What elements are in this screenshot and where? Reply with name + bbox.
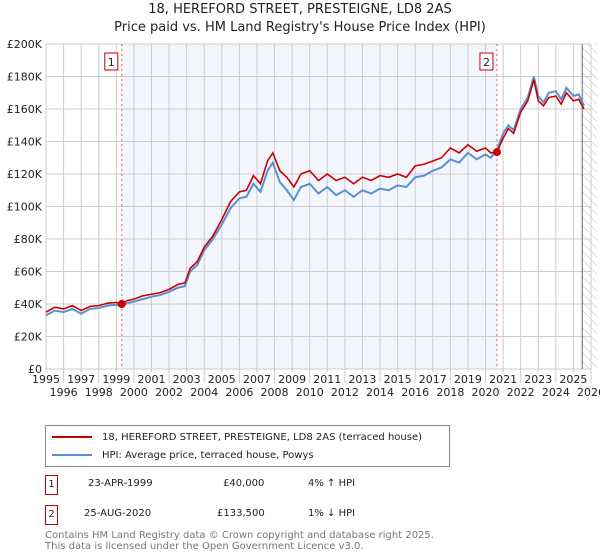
sale-hpi-delta: 4% ↑ HPI (308, 478, 356, 489)
x-tick-label: 1996 (50, 386, 78, 399)
x-tick-label: 2006 (225, 386, 253, 399)
sale-price: £40,000 (223, 478, 265, 489)
x-tick-label: 2004 (190, 386, 218, 399)
y-tick-label: £200K (7, 38, 43, 51)
x-tick-label: 2009 (278, 373, 306, 386)
chart-title: 18, HEREFORD STREET, PRESTEIGNE, LD8 2AS (148, 2, 452, 17)
x-tick-label: 2013 (348, 373, 376, 386)
x-tick-label: 1998 (85, 386, 113, 399)
x-tick-label: 2021 (489, 373, 517, 386)
x-tick-label: 2025 (559, 373, 587, 386)
sale-point (117, 300, 126, 308)
x-tick-label: 2011 (313, 373, 341, 386)
legend-label-hpi: HPI: Average price, terraced house, Powy… (102, 449, 314, 461)
legend-swatch-property (52, 436, 92, 438)
x-tick-label: 2015 (384, 373, 412, 386)
x-tick-label: 2008 (261, 386, 289, 399)
sale-marker-label: 1 (45, 475, 58, 495)
sale-marker-label: 2 (45, 505, 58, 525)
x-tick-label: 2007 (243, 373, 271, 386)
sale-flag-box (104, 52, 119, 71)
sale-flag-box (479, 52, 494, 71)
x-tick-label: 2000 (120, 386, 148, 399)
x-tick-label: 2022 (507, 386, 535, 399)
sale-row-2: 2 25-AUG-2020 £133,500 1% ↓ HPI (45, 505, 445, 525)
y-tick-label: £20K (14, 331, 43, 344)
x-tick-label: 2002 (155, 386, 183, 399)
sale-date: 25-AUG-2020 (84, 508, 152, 519)
y-tick-label: £40K (14, 298, 43, 311)
sale-row-1: 1 23-APR-1999 £40,000 4% ↑ HPI (45, 475, 445, 495)
y-tick-label: £120K (7, 168, 43, 181)
x-tick-label: 2012 (331, 386, 359, 399)
footer: Contains HM Land Registry data © Crown c… (45, 530, 434, 552)
x-tick-label: 2018 (436, 386, 464, 399)
legend-swatch-hpi (52, 454, 92, 456)
sale-date: 23-APR-1999 (88, 478, 153, 489)
footer-copyright: Contains HM Land Registry data © Crown c… (45, 530, 434, 541)
sale-flag-label: 2 (483, 56, 490, 69)
y-tick-label: £160K (7, 103, 43, 116)
property-price-line (45, 79, 585, 313)
x-tick-label: 2020 (472, 386, 500, 399)
sale-hpi-delta: 1% ↓ HPI (308, 508, 356, 519)
chart-subtitle: Price paid vs. HM Land Registry's House … (114, 20, 486, 35)
x-tick-label: 2014 (366, 386, 394, 399)
y-tick-label: £180K (7, 71, 43, 84)
y-tick-label: £140K (7, 136, 43, 149)
x-tick-label: 1999 (102, 373, 130, 386)
x-tick-label: 2010 (296, 386, 324, 399)
y-tick-label: £100K (7, 201, 43, 214)
x-tick-label: 2017 (419, 373, 447, 386)
x-tick-label: 2024 (542, 386, 570, 399)
y-tick-label: £0 (28, 363, 42, 376)
x-tick-label: 2023 (524, 373, 552, 386)
x-tick-label: 2019 (454, 373, 482, 386)
x-tick-label: 2001 (137, 373, 165, 386)
x-tick-label: 1997 (67, 373, 95, 386)
hpi-line (45, 76, 585, 317)
x-tick-label: 2026 (577, 386, 600, 399)
sale-price: £133,500 (217, 508, 265, 519)
price-chart: 1995199619971998199920002001200220032004… (7, 38, 600, 399)
x-tick-label: 1995 (32, 373, 60, 386)
sale-point (492, 148, 501, 157)
x-tick-label: 2005 (208, 373, 236, 386)
y-tick-label: £60K (14, 266, 43, 279)
y-tick-label: £80K (14, 233, 43, 246)
footer-licence: This data is licensed under the Open Gov… (45, 541, 364, 552)
sale-flag-label: 1 (108, 56, 115, 69)
x-tick-label: 2003 (173, 373, 201, 386)
legend-label-property: 18, HEREFORD STREET, PRESTEIGNE, LD8 2AS… (102, 431, 422, 443)
x-tick-label: 2016 (401, 386, 429, 399)
legend: 18, HEREFORD STREET, PRESTEIGNE, LD8 2AS… (45, 425, 450, 467)
